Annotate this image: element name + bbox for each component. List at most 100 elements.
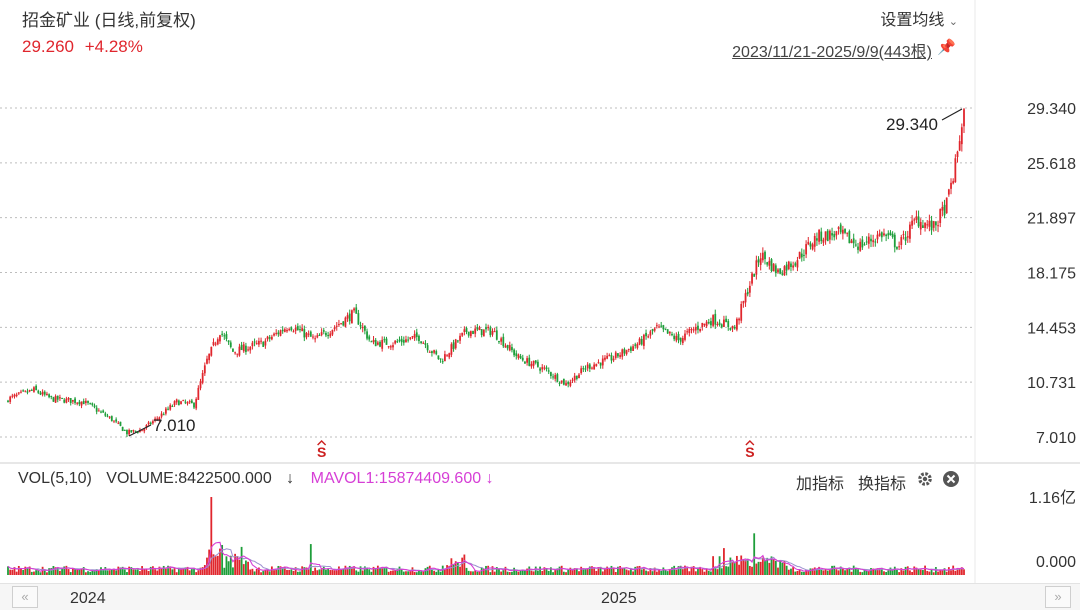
- volume-bar: [383, 567, 386, 575]
- add-indicator-button[interactable]: 加指标: [795, 476, 844, 493]
- candle-body: [491, 330, 494, 335]
- candle-body: [673, 335, 676, 340]
- candle-body: [694, 327, 697, 331]
- candle-body: [880, 232, 883, 238]
- candle-body: [448, 353, 451, 358]
- volume-bar: [487, 565, 490, 575]
- volume-bar: [363, 566, 366, 575]
- gear-icon[interactable]: [916, 470, 934, 488]
- close-circle-icon[interactable]: [942, 470, 960, 488]
- volume-bar: [668, 568, 671, 575]
- volume-bar: [225, 556, 228, 575]
- candle-body: [59, 397, 61, 399]
- volume-bar: [67, 569, 70, 575]
- volume-bar: [123, 569, 126, 575]
- candle-body: [35, 385, 38, 391]
- volume-bar: [686, 567, 689, 575]
- volume-bar: [348, 565, 351, 575]
- scroll-left-button[interactable]: «: [12, 586, 38, 608]
- scroll-right-button[interactable]: »: [1045, 586, 1071, 608]
- volume-bar: [684, 565, 686, 575]
- candle-body: [126, 429, 128, 435]
- candle-body: [426, 345, 429, 351]
- volume-bar: [841, 568, 844, 575]
- volume-bar: [748, 565, 751, 575]
- candle-body: [878, 233, 881, 236]
- candle-body: [521, 357, 524, 361]
- volume-bar: [106, 570, 109, 575]
- candle-body: [46, 393, 48, 395]
- volume-bar: [169, 566, 172, 575]
- volume-bar: [655, 571, 658, 575]
- candle-body: [893, 234, 896, 248]
- vol-tick-label: 0.000: [1036, 554, 1076, 571]
- candle-body: [809, 243, 812, 247]
- candle-body: [874, 241, 877, 243]
- candle-body: [861, 239, 864, 248]
- volume-bar: [545, 568, 548, 575]
- candle-body: [370, 341, 373, 343]
- candle-body: [554, 374, 557, 379]
- volume-bar: [937, 571, 939, 575]
- candle-body: [212, 341, 215, 346]
- volume-bar: [100, 567, 102, 575]
- candle-body: [476, 327, 479, 330]
- volume-bar: [710, 571, 712, 575]
- date-range-link[interactable]: 2023/11/21-2025/9/9(443根): [732, 44, 932, 61]
- candle-body: [723, 319, 725, 327]
- candle-body: [93, 405, 96, 408]
- candle-body: [452, 342, 455, 350]
- volume-bar: [681, 569, 684, 575]
- volume-bar: [666, 571, 669, 575]
- volume-bar: [831, 565, 833, 575]
- candle-body: [960, 127, 963, 145]
- candle-body: [28, 389, 31, 392]
- volume-bar: [115, 570, 118, 575]
- candle-body: [610, 355, 613, 361]
- volume-bar: [727, 566, 730, 575]
- ma-setting-button[interactable]: 设置均线 ⌄: [880, 6, 958, 30]
- candle-body: [562, 378, 565, 385]
- price-display: 29.260 +4.28%: [22, 37, 149, 57]
- candle-body: [909, 224, 911, 239]
- volume-bar: [28, 566, 31, 575]
- candle-body: [305, 332, 308, 338]
- volume-bar: [677, 566, 680, 575]
- candle-body: [459, 335, 461, 341]
- candle-body: [242, 344, 245, 352]
- candle-body: [30, 389, 33, 391]
- candle-body: [545, 367, 548, 370]
- volume-bar: [813, 567, 816, 575]
- candle-body: [164, 408, 167, 414]
- last-price: 29.260: [22, 37, 74, 56]
- volume-bar: [939, 569, 942, 575]
- candle-body: [108, 416, 111, 418]
- candle-body: [208, 353, 211, 361]
- volume-bar: [387, 571, 390, 575]
- candle-body: [26, 391, 29, 393]
- candle-body: [89, 403, 92, 405]
- volume-bar: [160, 568, 163, 575]
- candle-body: [625, 350, 628, 355]
- volume-bar: [459, 566, 461, 575]
- candle-body: [831, 233, 833, 236]
- candle-body: [863, 244, 866, 246]
- volume-bar: [532, 571, 535, 575]
- candle-body: [372, 339, 375, 343]
- volume-bar: [947, 567, 950, 575]
- pin-icon[interactable]: 📌: [937, 39, 956, 56]
- candle-body: [229, 342, 232, 347]
- volume-bar: [660, 570, 663, 575]
- volume-bar: [251, 568, 254, 575]
- volume-bar: [11, 569, 14, 575]
- candle-body: [956, 151, 959, 158]
- switch-indicator-button[interactable]: 换指标: [857, 476, 906, 493]
- candle-body: [136, 432, 139, 434]
- candle-body: [409, 337, 412, 340]
- candle-body: [368, 336, 371, 340]
- candle-body: [193, 402, 195, 408]
- candle-body: [435, 351, 438, 355]
- candle-body: [500, 338, 503, 342]
- candle-body: [450, 344, 453, 355]
